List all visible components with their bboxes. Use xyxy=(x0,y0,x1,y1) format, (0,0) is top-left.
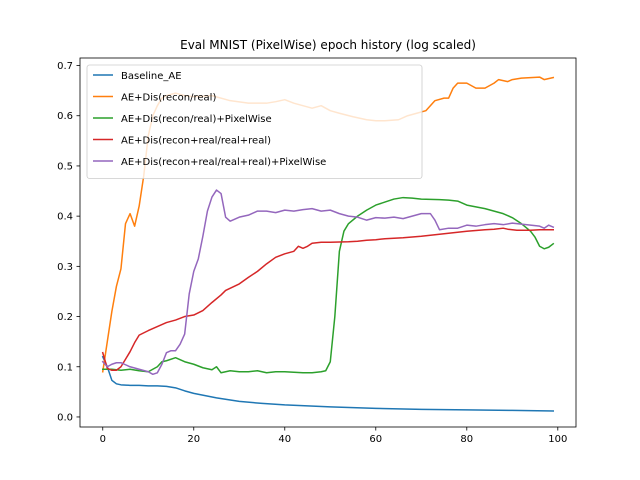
series-line-1 xyxy=(101,355,555,412)
legend-label: AE+Dis(recon+real/real+real)+PixelWise xyxy=(121,157,326,168)
chart-title: Eval MNIST (PixelWise) epoch history (lo… xyxy=(180,38,476,52)
legend-label: AE+Dis(recon+real/real+real) xyxy=(121,136,271,147)
legend-box xyxy=(86,64,423,179)
x-tick-label: 20 xyxy=(187,434,200,445)
legend: Baseline_AE AE+Dis(recon/real) AE+Dis(reco… xyxy=(86,64,423,179)
y-tick-label: 0.5 xyxy=(57,161,73,172)
y-tick-label: 0.2 xyxy=(57,312,73,323)
x-axis: 0 20 40 60 80 100 xyxy=(100,427,567,445)
y-tick-label: 0.1 xyxy=(57,362,73,373)
series-line-3 xyxy=(102,196,555,374)
x-tick-label: 40 xyxy=(278,434,291,445)
x-tick-label: 80 xyxy=(460,434,473,445)
x-tick-label: 0 xyxy=(100,434,106,445)
plot-frame xyxy=(79,57,577,428)
legend-label: AE+Dis(recon/real) xyxy=(121,93,216,104)
y-tick-label: 0.6 xyxy=(57,111,73,122)
legend-label: Baseline_AE xyxy=(121,71,182,82)
y-tick-label: 0.4 xyxy=(57,212,73,223)
y-axis: 0.0 0.1 0.2 0.3 0.4 0.5 0.6 0.7 xyxy=(57,61,80,423)
series-line-4 xyxy=(101,227,554,372)
y-tick-label: 0.0 xyxy=(57,412,73,423)
series-line-5 xyxy=(101,189,555,376)
y-tick-label: 0.7 xyxy=(57,61,73,72)
y-tick-label: 0.3 xyxy=(57,262,73,273)
x-tick-label: 100 xyxy=(548,434,567,445)
legend-label: AE+Dis(recon/real)+PixelWise xyxy=(121,114,272,125)
x-tick-label: 60 xyxy=(369,434,382,445)
